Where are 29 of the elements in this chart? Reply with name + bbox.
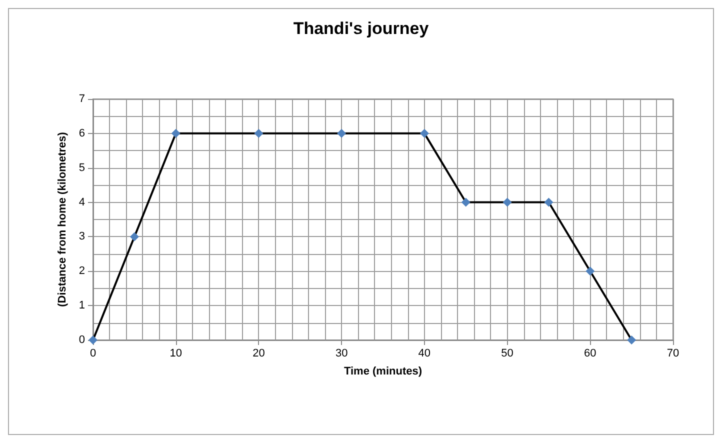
- point: [461, 198, 470, 207]
- point: [544, 198, 554, 207]
- x-tick-label: 10: [170, 348, 182, 360]
- y-tick-label: 7: [78, 93, 85, 105]
- x-axis-title: Time (minutes): [344, 366, 422, 378]
- point: [586, 266, 595, 276]
- y-tick-label: 5: [78, 162, 85, 174]
- x-tick-label: 20: [252, 348, 265, 360]
- point: [502, 198, 512, 207]
- point: [420, 128, 429, 138]
- x-tick-label: 70: [666, 348, 680, 360]
- point: [337, 128, 346, 138]
- point: [254, 128, 264, 138]
- x-tick-label: 30: [335, 348, 348, 360]
- y-tick-label: 1: [78, 300, 85, 312]
- y-axis-title: (Distance from home (kilometres): [56, 132, 68, 307]
- x-tick-label: 60: [584, 348, 596, 360]
- chart-title: Thandi's journey: [293, 19, 430, 38]
- y-tick-label: 3: [78, 230, 85, 243]
- x-tick-label: 0: [90, 348, 96, 360]
- x-tick-label: 50: [501, 348, 514, 360]
- point: [627, 336, 636, 344]
- y-tick-label: 6: [78, 127, 85, 140]
- x-tick-label: 40: [418, 348, 431, 360]
- y-tick-label: 0: [78, 334, 85, 346]
- point: [171, 128, 180, 138]
- point: [130, 232, 139, 242]
- y-tick-label: 2: [78, 265, 85, 278]
- y-tick-label: 4: [78, 196, 85, 208]
